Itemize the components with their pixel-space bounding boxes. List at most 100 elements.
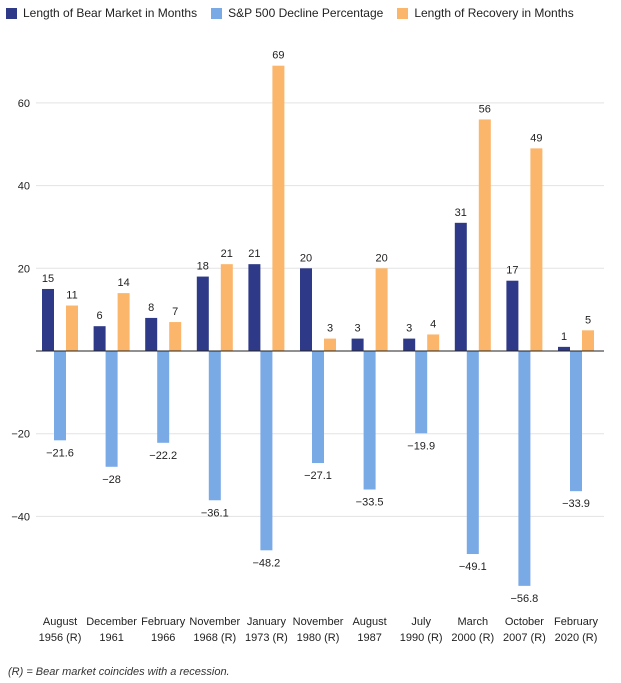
bar bbox=[351, 338, 364, 351]
legend-swatch-bear-market bbox=[6, 7, 17, 19]
x-tick-label: 2020 (R) bbox=[555, 632, 598, 644]
data-label: 3 bbox=[355, 323, 361, 335]
bar bbox=[157, 351, 170, 443]
data-label: 31 bbox=[455, 207, 467, 219]
y-tick-label: −40 bbox=[11, 511, 30, 523]
x-tick-label: November bbox=[293, 616, 344, 628]
x-tick-label: February bbox=[554, 616, 599, 628]
bar bbox=[363, 351, 376, 490]
bar bbox=[403, 338, 416, 351]
bar bbox=[145, 317, 158, 351]
legend-item-decline: S&P 500 Decline Percentage bbox=[211, 6, 383, 20]
data-label: 69 bbox=[272, 50, 284, 62]
bar bbox=[427, 334, 440, 351]
bar bbox=[93, 326, 106, 351]
bar bbox=[300, 268, 312, 351]
legend-label-bear-market: Length of Bear Market in Months bbox=[23, 6, 198, 20]
bar bbox=[248, 264, 261, 351]
data-label: 49 bbox=[530, 132, 542, 144]
x-tick-label: 1961 bbox=[99, 632, 123, 644]
bar bbox=[66, 305, 78, 351]
data-label: −27.1 bbox=[304, 470, 332, 482]
data-label: 5 bbox=[585, 314, 591, 326]
footnote: (R) = Bear market coincides with a reces… bbox=[8, 666, 230, 678]
x-tick-label: 1956 (R) bbox=[39, 632, 82, 644]
bar bbox=[54, 351, 66, 441]
data-label: 15 bbox=[42, 273, 54, 285]
bar bbox=[105, 351, 118, 467]
data-label: 3 bbox=[327, 323, 333, 335]
bar bbox=[415, 351, 428, 434]
x-tick-label: 1973 (R) bbox=[245, 632, 288, 644]
bar bbox=[454, 222, 467, 351]
data-label: 6 bbox=[97, 310, 103, 322]
x-tick-label: February bbox=[141, 616, 186, 628]
data-label: 8 bbox=[148, 302, 154, 314]
bar bbox=[324, 338, 336, 351]
x-tick-label: August bbox=[352, 616, 386, 628]
data-label: 56 bbox=[479, 103, 491, 115]
x-tick-label: July bbox=[411, 616, 431, 628]
y-tick-label: 40 bbox=[18, 181, 30, 193]
data-label: 21 bbox=[221, 248, 233, 260]
data-label: 20 bbox=[375, 252, 387, 264]
data-label: −19.9 bbox=[407, 440, 435, 452]
data-label: −56.8 bbox=[510, 593, 538, 605]
bar bbox=[558, 346, 570, 351]
data-label: 14 bbox=[117, 277, 129, 289]
data-label: 11 bbox=[66, 290, 77, 302]
bar bbox=[117, 293, 130, 351]
bar bbox=[530, 148, 543, 351]
x-tick-label: 1968 (R) bbox=[193, 632, 236, 644]
bar bbox=[312, 351, 324, 464]
bar bbox=[208, 351, 221, 501]
x-tick-label: October bbox=[505, 616, 544, 628]
data-label: 17 bbox=[506, 265, 518, 277]
x-tick-label: December bbox=[86, 616, 137, 628]
bar bbox=[466, 351, 479, 555]
data-label: 1 bbox=[561, 331, 567, 343]
x-tick-label: 1980 (R) bbox=[297, 632, 340, 644]
legend-item-bear-market: Length of Bear Market in Months bbox=[6, 6, 197, 20]
data-label: −22.2 bbox=[149, 450, 177, 462]
bar bbox=[196, 276, 209, 351]
bar bbox=[260, 351, 273, 551]
legend-label-decline: S&P 500 Decline Percentage bbox=[228, 6, 384, 20]
legend-label-recovery: Length of Recovery in Months bbox=[414, 6, 574, 20]
x-tick-label: 1966 bbox=[151, 632, 175, 644]
x-tick-label: January bbox=[247, 616, 287, 628]
data-label: 3 bbox=[406, 323, 412, 335]
x-tick-label: 2000 (R) bbox=[451, 632, 494, 644]
data-label: −48.2 bbox=[252, 557, 280, 569]
y-tick-label: 20 bbox=[18, 263, 30, 275]
x-tick-label: 1990 (R) bbox=[400, 632, 443, 644]
data-label: −36.1 bbox=[201, 507, 229, 519]
data-label: −28 bbox=[102, 474, 121, 486]
x-tick-label: November bbox=[189, 616, 240, 628]
x-tick-label: 2007 (R) bbox=[503, 632, 546, 644]
bar bbox=[42, 288, 54, 351]
x-tick-label: August bbox=[43, 616, 77, 628]
bar bbox=[272, 65, 285, 351]
bar bbox=[582, 330, 594, 351]
bar bbox=[506, 280, 519, 351]
data-label: 18 bbox=[197, 261, 209, 273]
bar bbox=[220, 264, 233, 351]
data-label: −21.6 bbox=[46, 447, 74, 459]
data-label: −33.5 bbox=[356, 497, 384, 509]
bar bbox=[375, 268, 388, 351]
bar bbox=[570, 351, 582, 492]
legend-swatch-recovery bbox=[397, 7, 409, 19]
x-tick-label: 1987 bbox=[357, 632, 381, 644]
data-label: 21 bbox=[248, 248, 260, 260]
legend: Length of Bear Market in Months S&P 500 … bbox=[6, 6, 574, 20]
y-tick-label: −20 bbox=[11, 429, 30, 441]
data-label: −49.1 bbox=[459, 561, 487, 573]
bar bbox=[518, 351, 531, 586]
x-tick-label: March bbox=[458, 616, 489, 628]
data-label: 20 bbox=[300, 252, 312, 264]
data-label: 7 bbox=[172, 306, 178, 318]
data-label: −33.9 bbox=[562, 498, 590, 510]
bar bbox=[169, 322, 182, 351]
